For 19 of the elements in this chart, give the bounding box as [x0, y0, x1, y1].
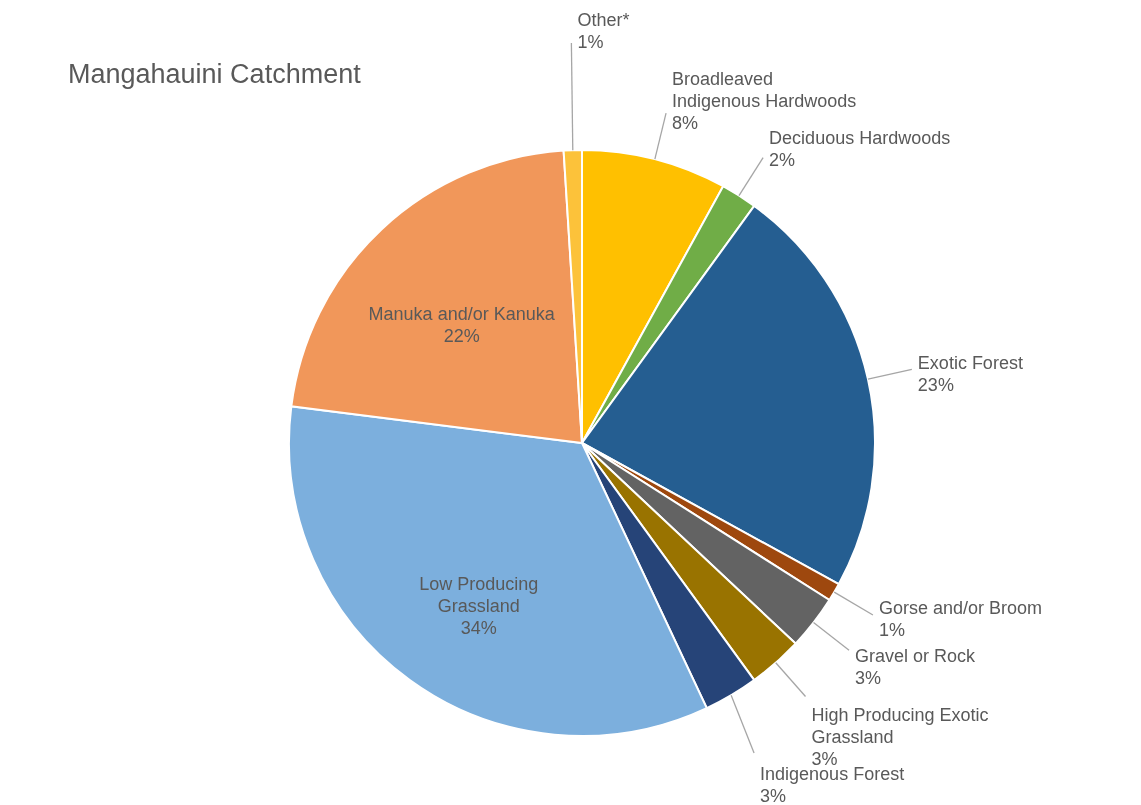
- slice-label: Manuka and/or Kanuka: [368, 303, 556, 324]
- data-label: 1%: [878, 620, 905, 640]
- data-label: 2%: [769, 150, 796, 171]
- data-label: 8%: [672, 113, 699, 134]
- data-label: 23%: [917, 375, 954, 396]
- text: Mangahauini Catchment: [68, 59, 362, 89]
- slice-label: High Producing Exotic Grassland: [811, 705, 989, 747]
- data-label: 3%: [855, 668, 882, 688]
- slice-label: Broadleaved Indigenous Hardwoods: [672, 69, 857, 112]
- slice-label: Low Producing Grassland: [419, 574, 539, 617]
- data-label: 1%: [577, 32, 604, 53]
- data-label: 34%: [460, 618, 497, 639]
- slice-label: Gorse and/or Broom: [878, 598, 1043, 618]
- data-label: 3%: [760, 786, 787, 805]
- slice-label: Other*: [577, 10, 630, 31]
- data-label: 22%: [443, 325, 480, 346]
- slice-label: Deciduous Hardwoods: [769, 128, 951, 149]
- slice-label: Gravel or Rock: [855, 646, 977, 666]
- slice-label: Exotic Forest: [917, 353, 1023, 374]
